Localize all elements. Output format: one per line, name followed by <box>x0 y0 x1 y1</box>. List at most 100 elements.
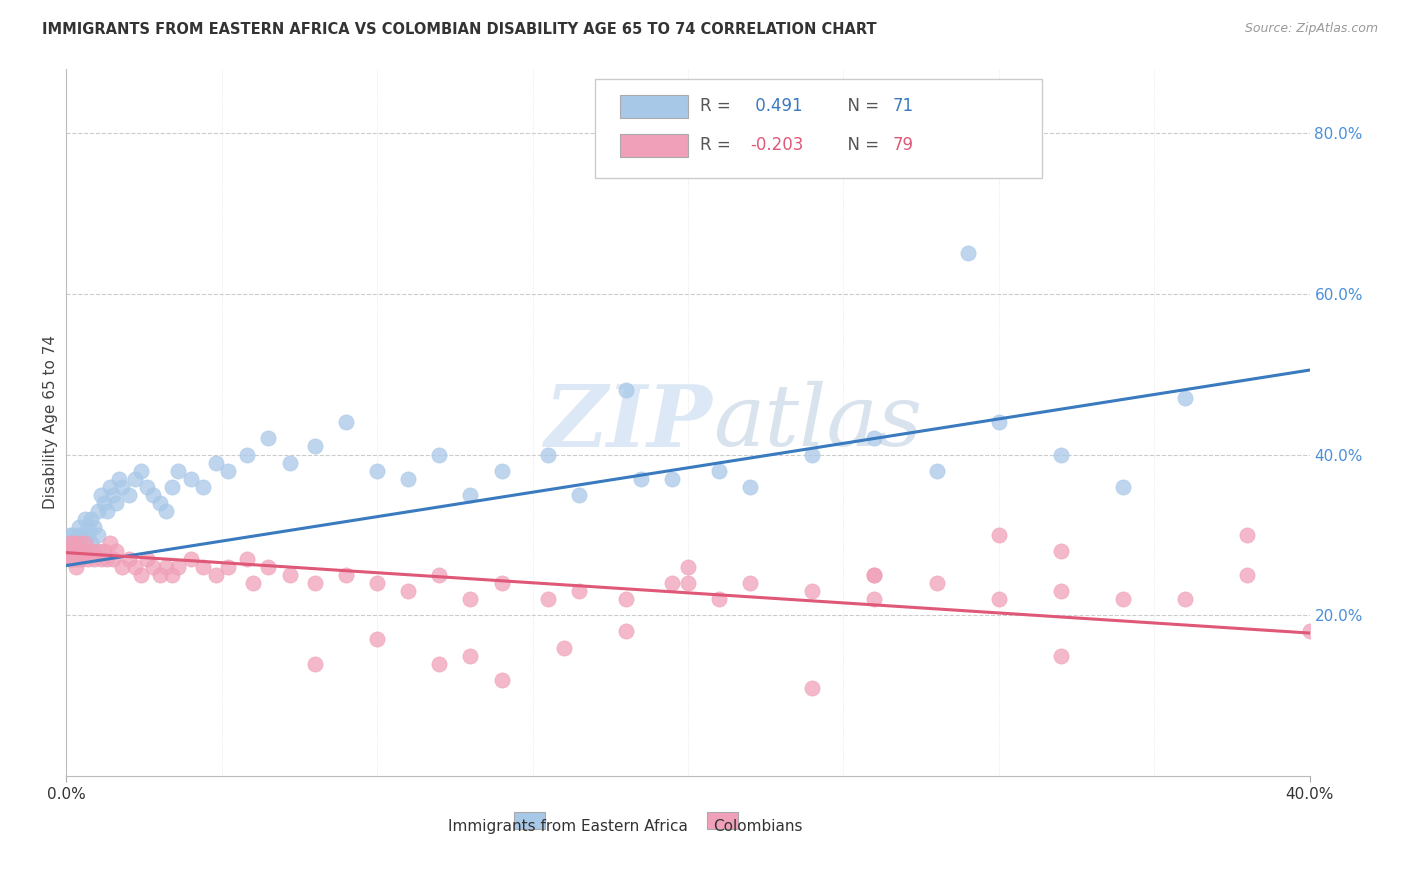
Text: ZIP: ZIP <box>546 381 713 464</box>
Point <box>142 488 165 502</box>
Point <box>661 576 683 591</box>
Point <box>90 552 112 566</box>
Point <box>863 592 886 607</box>
Point <box>537 592 560 607</box>
Point <box>98 480 121 494</box>
Point <box>75 536 97 550</box>
Point <box>117 488 139 502</box>
Text: 71: 71 <box>893 97 914 115</box>
Point <box>956 246 979 260</box>
Point <box>155 560 177 574</box>
Point <box>124 472 146 486</box>
Point <box>129 464 152 478</box>
Point <box>1112 480 1135 494</box>
Point <box>58 536 80 550</box>
Point <box>987 528 1010 542</box>
Point <box>98 536 121 550</box>
FancyBboxPatch shape <box>707 812 738 830</box>
Point <box>304 657 326 671</box>
Point <box>1298 624 1320 639</box>
Point <box>1050 544 1073 558</box>
Point <box>491 576 513 591</box>
Point <box>136 480 159 494</box>
Point <box>101 488 124 502</box>
Text: Immigrants from Eastern Africa: Immigrants from Eastern Africa <box>449 819 688 834</box>
Point <box>62 552 84 566</box>
Point <box>93 544 115 558</box>
Point <box>460 488 482 502</box>
Point <box>160 568 183 582</box>
Point <box>304 576 326 591</box>
Point <box>630 472 652 486</box>
Text: N =: N = <box>837 97 884 115</box>
Point <box>1050 648 1073 663</box>
Point <box>863 432 886 446</box>
Point <box>1174 592 1197 607</box>
Point <box>65 536 87 550</box>
Text: R =: R = <box>700 97 737 115</box>
Point <box>707 592 730 607</box>
Point <box>80 536 103 550</box>
Point <box>204 456 226 470</box>
Point <box>65 544 87 558</box>
Point <box>77 520 100 534</box>
Point <box>427 568 450 582</box>
Point <box>80 512 103 526</box>
Point <box>67 520 90 534</box>
Point <box>204 568 226 582</box>
Point <box>257 432 280 446</box>
Point <box>83 544 105 558</box>
Text: N =: N = <box>837 136 884 154</box>
Point <box>62 536 84 550</box>
Point <box>117 552 139 566</box>
Point <box>155 504 177 518</box>
Point <box>65 552 87 566</box>
Point <box>676 576 699 591</box>
Point <box>1050 584 1073 599</box>
Point <box>86 544 108 558</box>
Point <box>366 576 388 591</box>
Text: 0.491: 0.491 <box>751 97 803 115</box>
Point <box>70 544 93 558</box>
Point <box>863 568 886 582</box>
Point <box>925 464 948 478</box>
Point <box>801 584 824 599</box>
Text: 79: 79 <box>893 136 914 154</box>
Point <box>58 544 80 558</box>
Point <box>740 576 762 591</box>
Text: atlas: atlas <box>713 381 922 464</box>
Point <box>58 536 80 550</box>
Point <box>58 528 80 542</box>
Point <box>70 552 93 566</box>
Point <box>987 592 1010 607</box>
Point <box>1050 448 1073 462</box>
Point <box>235 552 257 566</box>
FancyBboxPatch shape <box>595 79 1042 178</box>
Point <box>90 488 112 502</box>
Point <box>193 480 215 494</box>
Point <box>366 632 388 647</box>
Point <box>676 560 699 574</box>
Point <box>96 552 118 566</box>
Point <box>491 673 513 687</box>
Point <box>537 448 560 462</box>
Point <box>80 544 103 558</box>
Point <box>75 536 97 550</box>
Point <box>801 681 824 695</box>
Text: R =: R = <box>700 136 737 154</box>
Point <box>366 464 388 478</box>
Point <box>62 552 84 566</box>
Point <box>83 552 105 566</box>
Text: -0.203: -0.203 <box>751 136 803 154</box>
Point <box>661 472 683 486</box>
Point <box>427 657 450 671</box>
Point <box>149 568 172 582</box>
Point <box>217 464 239 478</box>
Point <box>58 552 80 566</box>
Point <box>568 488 591 502</box>
Point <box>278 456 301 470</box>
Point <box>142 560 165 574</box>
Point <box>67 536 90 550</box>
Point <box>1236 568 1258 582</box>
Point <box>62 544 84 558</box>
